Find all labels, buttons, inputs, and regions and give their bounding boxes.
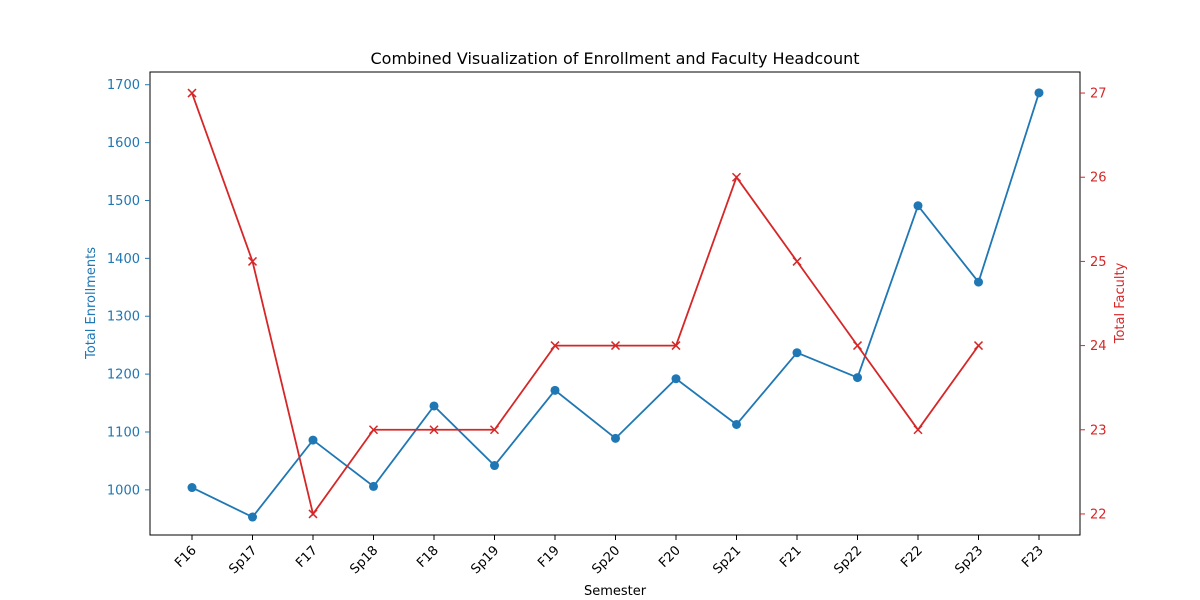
x-tick-label: Sp23 [952,543,986,577]
faculty-point [550,341,560,351]
faculty-point [852,341,863,351]
x-tick-label: F22 [898,543,926,571]
enrollment-point [550,385,560,395]
x-tick-label: Sp19 [468,543,502,577]
enrollment-point [671,374,681,384]
faculty-point-stroke [913,425,923,435]
x-axis: F16 Sp17 F17 Sp18 F18 Sp19 F19 Sp20 F20 Sp21 F21 Sp… [172,535,1047,577]
enrollment-point [369,481,378,491]
enrollment-point [792,348,802,358]
x-tick-label: Sp22 [831,543,865,577]
x-tick-label: F16 [172,543,200,571]
faculty-point-stroke [187,88,197,98]
y-axis-right-title: Total Faculty [1113,262,1128,344]
x-tick-label: F17 [293,543,321,571]
faculty-point-stroke [731,172,742,182]
plot-frame [149,71,1081,536]
x-tick-label: Sp17 [226,543,260,577]
enrollment-point [248,512,257,522]
y-axis-right: 22 23 24 25 26 27 [1080,87,1107,522]
y-left-tick-label: 1600 [107,136,140,151]
faculty-point-stroke [247,256,258,266]
x-tick-label: Sp20 [589,543,623,577]
faculty-point-stroke [852,341,863,351]
enrollment-point [974,277,983,287]
enrollment-point [732,419,741,429]
enrollment-point [187,483,197,493]
y-left-tick-label: 1200 [107,368,140,383]
faculty-point-stroke [610,341,621,351]
enrollment-point [611,433,620,443]
y-left-tick-label: 1700 [107,78,140,93]
faculty-point-stroke [550,341,560,351]
x-axis-title: Semester [584,584,647,599]
faculty-point [489,425,500,435]
faculty-point-stroke [792,256,802,266]
x-tick-label: Sp21 [710,543,744,577]
faculty-point [610,341,621,351]
enrollment-point [913,201,923,211]
y-right-tick-label: 23 [1090,423,1107,438]
y-left-tick-label: 1500 [107,194,140,209]
enrollment-point [429,401,439,411]
faculty-point [671,341,681,351]
series-line-faculty [191,92,980,517]
series-layer [187,88,1044,522]
enrollment-point [308,435,318,445]
faculty-point-stroke [368,425,379,435]
y-left-tick-label: 1100 [107,425,140,440]
y-right-tick-label: 25 [1090,255,1107,270]
y-right-tick-label: 24 [1090,339,1107,354]
faculty-point [247,256,258,266]
y-right-tick-label: 27 [1090,87,1107,102]
faculty-point [429,425,439,435]
faculty-point [973,341,984,351]
y-right-tick-label: 26 [1090,171,1107,186]
enrollment-point [853,373,862,383]
enrollment-point [1034,88,1044,98]
faculty-point [913,425,923,435]
y-left-tick-label: 1000 [107,483,140,498]
faculty-point-stroke [429,425,439,435]
chart-title: Combined Visualization of Enrollment and… [370,49,859,68]
faculty-point [731,172,742,182]
plot-border [149,71,1081,536]
faculty-point [308,509,318,519]
y-right-tick-label: 22 [1090,507,1107,522]
x-tick-label: F20 [656,543,684,571]
x-tick-label: F18 [414,543,442,571]
enrollment-point [490,461,499,471]
faculty-point-stroke [308,509,318,519]
x-tick-label: F23 [1019,543,1047,571]
faculty-point [187,88,197,98]
x-tick-label: F19 [535,543,563,571]
y-axis-left-title: Total Enrollments [84,247,99,360]
faculty-point-stroke [671,341,681,351]
faculty-point-stroke [973,341,984,351]
faculty-point [368,425,379,435]
series-line-enrollment [191,92,1040,519]
faculty-point [792,256,802,266]
y-axis-left: 1000 1100 1200 1300 1400 1500 1600 1700 [107,78,150,498]
faculty-point-stroke [489,425,500,435]
y-left-tick-label: 1300 [107,310,140,325]
x-tick-label: F21 [777,543,805,571]
x-tick-label: Sp18 [347,543,381,577]
y-left-tick-label: 1400 [107,252,140,267]
